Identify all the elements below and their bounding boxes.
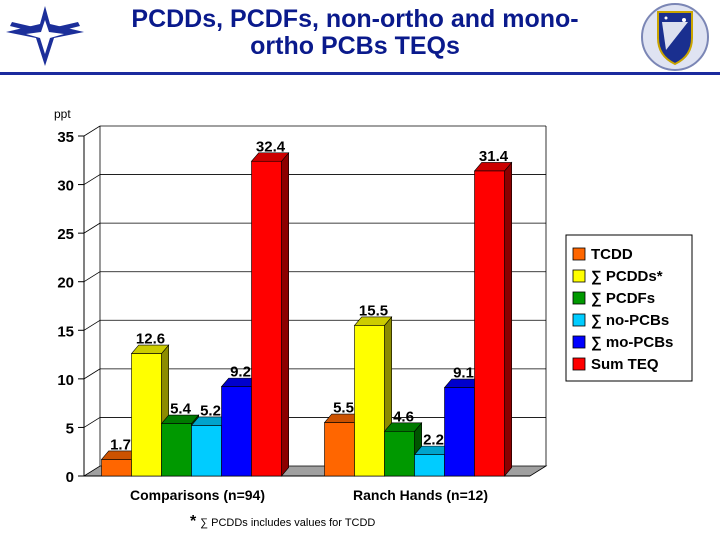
legend-swatch: [572, 291, 586, 305]
bar-group-comparisons: [100, 151, 290, 477]
bar: [161, 423, 192, 477]
bar: [324, 422, 355, 477]
slide-title: PCDDs, PCDFs, non-ortho and mono- ortho …: [90, 6, 620, 60]
gridline-diagonal: [83, 174, 101, 185]
legend-box: [565, 234, 693, 382]
slide-title-line-2: ortho PCBs TEQs: [250, 32, 460, 60]
bar: [101, 459, 132, 477]
bar-value-label: 9.1: [453, 365, 474, 382]
gridline-diagonal: [83, 222, 101, 234]
y-tick-label: 15: [57, 323, 74, 340]
bar-value-label: 4.6: [393, 408, 414, 425]
legend-label: Sum TEQ: [591, 356, 659, 373]
gridline-diagonal: [83, 271, 101, 283]
footnote-marker: *: [190, 513, 197, 530]
bar: [191, 425, 222, 477]
footnote: * ∑ PCDDs includes values for TCDD: [190, 513, 375, 531]
legend-swatch: [572, 269, 586, 283]
y-tick-label: 30: [57, 178, 74, 195]
gridline-diagonal: [83, 125, 101, 137]
legend-swatch: [572, 247, 586, 261]
bar-value-label: 31.4: [479, 148, 509, 165]
gridline-diagonal: [83, 319, 101, 331]
y-tick-label: 10: [57, 372, 74, 389]
bar: [444, 387, 475, 477]
legend-label: ∑ no-PCBs: [591, 312, 669, 329]
legend-swatch: [572, 335, 586, 349]
bar-value-label: 9.2: [230, 364, 251, 381]
bar: [221, 386, 252, 477]
bar: [384, 431, 415, 477]
bar: [474, 170, 505, 477]
x-category-label: Ranch Hands (n=12): [353, 487, 488, 503]
footnote-text: ∑ PCDDs includes values for TCDD: [200, 517, 376, 529]
slide-title-line-1: PCDDs, PCDFs, non-ortho and mono-: [131, 5, 579, 33]
legend-label: ∑ PCDFs: [591, 290, 655, 307]
bar: [354, 325, 385, 477]
bar-value-label: 2.2: [423, 432, 444, 449]
bar: [414, 454, 445, 477]
legend-label: TCDD: [591, 246, 633, 263]
bar-value-label: 32.4: [256, 138, 286, 155]
legend-label: ∑ mo-PCBs: [591, 334, 673, 351]
bar-value-label: 15.5: [359, 302, 388, 319]
y-tick-label: 25: [57, 226, 74, 243]
bar: [131, 353, 162, 477]
shield-emblem-logo: [641, 3, 709, 71]
bar: [251, 160, 282, 477]
gridline-diagonal: [83, 417, 101, 428]
title-divider: [0, 72, 720, 75]
y-axis-label: ppt: [54, 107, 71, 121]
bar-value-label: 1.7: [110, 436, 131, 453]
legend-swatch: [572, 313, 586, 327]
legend-swatch: [572, 357, 586, 371]
bar-value-label: 5.5: [333, 400, 354, 417]
y-tick-label: 0: [66, 469, 74, 486]
bar-side: [281, 151, 290, 477]
y-tick-label: 5: [66, 420, 74, 437]
x-category-label: Comparisons (n=94): [130, 487, 265, 503]
gridline-diagonal: [83, 368, 101, 380]
bar-value-label: 12.6: [136, 331, 165, 348]
air-force-wings-logo: [6, 6, 84, 66]
bar-value-label: 5.4: [170, 401, 192, 418]
y-tick-label: 35: [57, 129, 74, 146]
y-tick-label: 20: [57, 275, 74, 292]
bar-group-ranch-hands: [323, 161, 513, 477]
legend-label: ∑ PCDDs*: [591, 268, 663, 285]
bar-side: [504, 161, 513, 477]
bar-value-label: 5.2: [200, 402, 221, 419]
